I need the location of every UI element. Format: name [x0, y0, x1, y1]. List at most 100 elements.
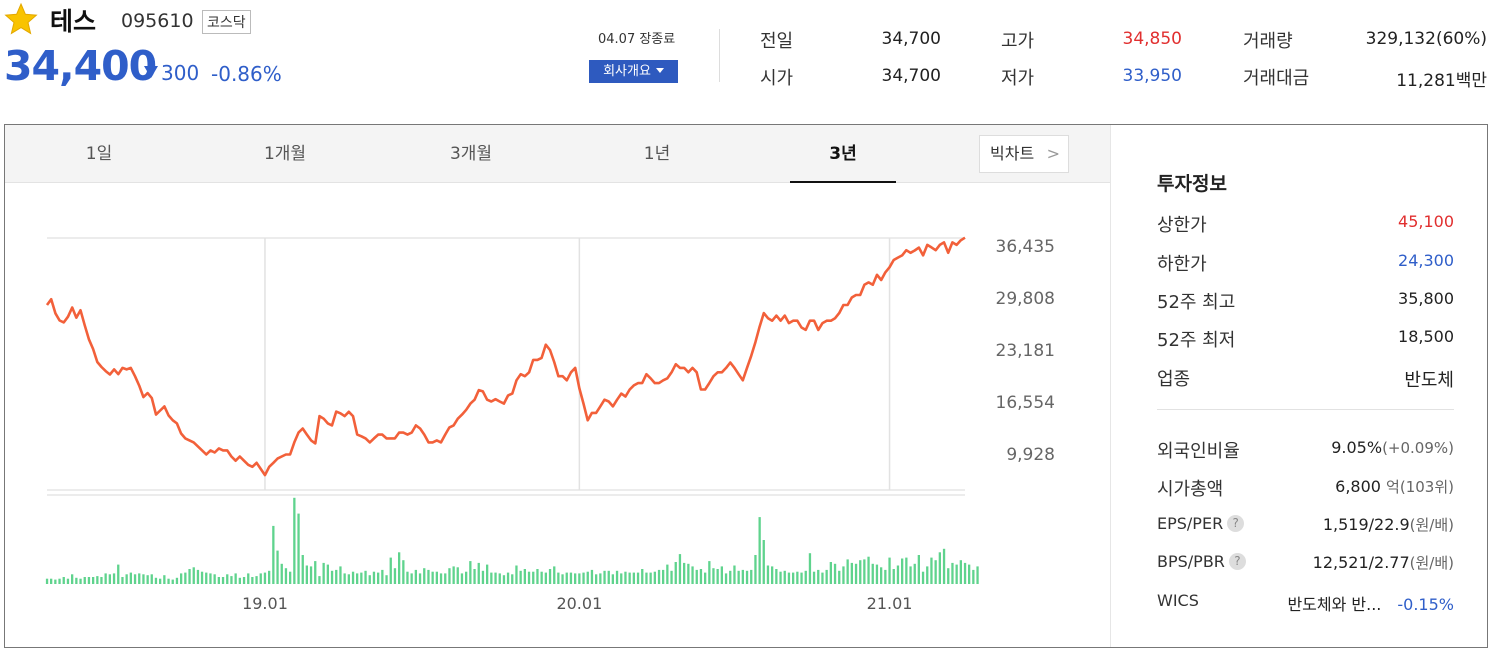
- volume-bar: [418, 573, 422, 584]
- volume-bar: [901, 558, 904, 584]
- volume-bar: [871, 563, 874, 584]
- foreign-ratio-change: (+0.09%): [1382, 439, 1454, 457]
- price-change: 300: [144, 61, 199, 85]
- volume-bar: [519, 570, 522, 584]
- period-tabs: 1일 1개월 3개월 1년 3년 빅차트 >: [5, 125, 1110, 183]
- wics-change: -0.15%: [1397, 595, 1454, 614]
- volume-bar: [117, 564, 120, 584]
- volume-bar: [854, 563, 858, 584]
- volume-bar: [888, 557, 891, 584]
- lower-limit-value: 24,300: [1398, 251, 1454, 270]
- volume-bar: [808, 553, 812, 584]
- volume-bar: [892, 569, 895, 584]
- volume-bar: [569, 572, 573, 584]
- volume-bar: [729, 570, 732, 584]
- sector-row: 업종 반도체: [1157, 365, 1454, 391]
- volume-bar: [209, 573, 212, 584]
- volume-bar: [896, 565, 900, 584]
- volume-bar: [670, 570, 673, 584]
- volume-bar: [787, 572, 791, 584]
- volume-bar: [880, 567, 883, 584]
- volume-bar: [423, 568, 426, 584]
- volume-bar: [96, 576, 99, 584]
- volume-bar: [607, 570, 610, 584]
- volume-bar: [255, 576, 258, 584]
- volume-bar: [129, 572, 132, 584]
- volume-bar: [917, 555, 920, 584]
- wics-label: WICS: [1157, 591, 1199, 610]
- volume-bar: [171, 579, 174, 584]
- volume-bar: [200, 571, 204, 584]
- volume-bar: [611, 574, 614, 584]
- volume-bar: [490, 572, 493, 584]
- volume-bar: [737, 570, 740, 584]
- tab-1d[interactable]: 1일: [85, 144, 113, 164]
- bps-pbr-value: 12,521/2.77(원/배): [1313, 552, 1454, 573]
- high52-value: 35,800: [1398, 289, 1454, 308]
- volume-bar: [972, 569, 975, 584]
- volume-bar: [230, 576, 233, 584]
- sector-value[interactable]: 반도체: [1404, 370, 1454, 391]
- wics-name[interactable]: 반도체와 반...: [1287, 595, 1382, 614]
- volume-label: 거래량: [1243, 31, 1293, 52]
- volume-bar: [58, 578, 61, 584]
- y-tick-label: 23,181: [996, 341, 1055, 361]
- market-status: 04.07 장종료: [598, 32, 676, 47]
- volume-bar: [926, 566, 929, 584]
- tab-3m[interactable]: 3개월: [449, 144, 493, 164]
- volume-bar: [515, 565, 518, 584]
- volume-bar: [167, 578, 170, 584]
- volume-bar: [146, 575, 149, 584]
- volume-bar: [595, 574, 598, 584]
- company-overview-button[interactable]: 회사개요: [589, 60, 678, 83]
- volume-bar: [796, 571, 799, 584]
- volume-bar: [863, 559, 866, 584]
- volume-bar: [112, 573, 116, 584]
- volume-bar: [83, 577, 86, 584]
- market-cap-value: 6,800 억(103위): [1335, 476, 1454, 497]
- volume-bar: [942, 548, 946, 584]
- volume-bar: [745, 570, 749, 584]
- tab-1m[interactable]: 1개월: [263, 144, 307, 164]
- volume-bar: [548, 569, 552, 584]
- volume-bar: [221, 577, 225, 584]
- volume-bar: [427, 569, 430, 584]
- volume-bar: [779, 571, 782, 584]
- volume-bar: [913, 563, 916, 584]
- volume-bar: [947, 568, 950, 584]
- volume-bar: [657, 569, 661, 584]
- open-label: 시가: [760, 68, 794, 89]
- volume-bar: [268, 570, 271, 584]
- volume-bar: [838, 570, 841, 584]
- big-chart-label: 빅차트: [990, 144, 1035, 163]
- volume-bar: [71, 574, 74, 584]
- volume-bar: [645, 572, 648, 584]
- volume-bar: [100, 577, 103, 584]
- help-icon[interactable]: ?: [1227, 515, 1245, 532]
- volume-bar: [812, 571, 816, 584]
- big-chart-button[interactable]: 빅차트 >: [979, 135, 1069, 173]
- volume-bar: [951, 562, 954, 584]
- volume-bar: [494, 572, 497, 584]
- eps-per-unit: (원/배): [1409, 516, 1454, 534]
- high52-row: 52주 최고 35,800: [1157, 288, 1454, 313]
- volume-bar: [712, 568, 715, 584]
- volume-bar: [800, 572, 803, 584]
- volume-bar: [720, 566, 723, 584]
- volume-bar: [121, 577, 124, 584]
- volume-bar: [150, 574, 153, 584]
- volume-bar: [389, 557, 392, 584]
- tab-1y[interactable]: 1년: [643, 144, 671, 164]
- volume-bar: [771, 566, 774, 584]
- volume-bar: [590, 569, 594, 584]
- help-icon[interactable]: ?: [1228, 553, 1246, 570]
- volume-bar: [335, 569, 338, 584]
- favorite-star-icon[interactable]: [4, 2, 38, 36]
- volume-bar: [272, 525, 275, 584]
- stock-header: 테스 095610 코스닥 34,400 300 -0.86% 04.07 장종…: [0, 0, 1490, 118]
- sector-label: 업종: [1157, 369, 1191, 390]
- price-chart[interactable]: 19.01 20.01 21.01 36,435 29,808 23,181 16,554 9…: [5, 184, 1110, 648]
- eps-per-row: EPS/PER? 1,519/22.9(원/배): [1157, 513, 1454, 537]
- tab-3y[interactable]: 3년: [790, 125, 896, 183]
- volume-bar: [867, 556, 870, 584]
